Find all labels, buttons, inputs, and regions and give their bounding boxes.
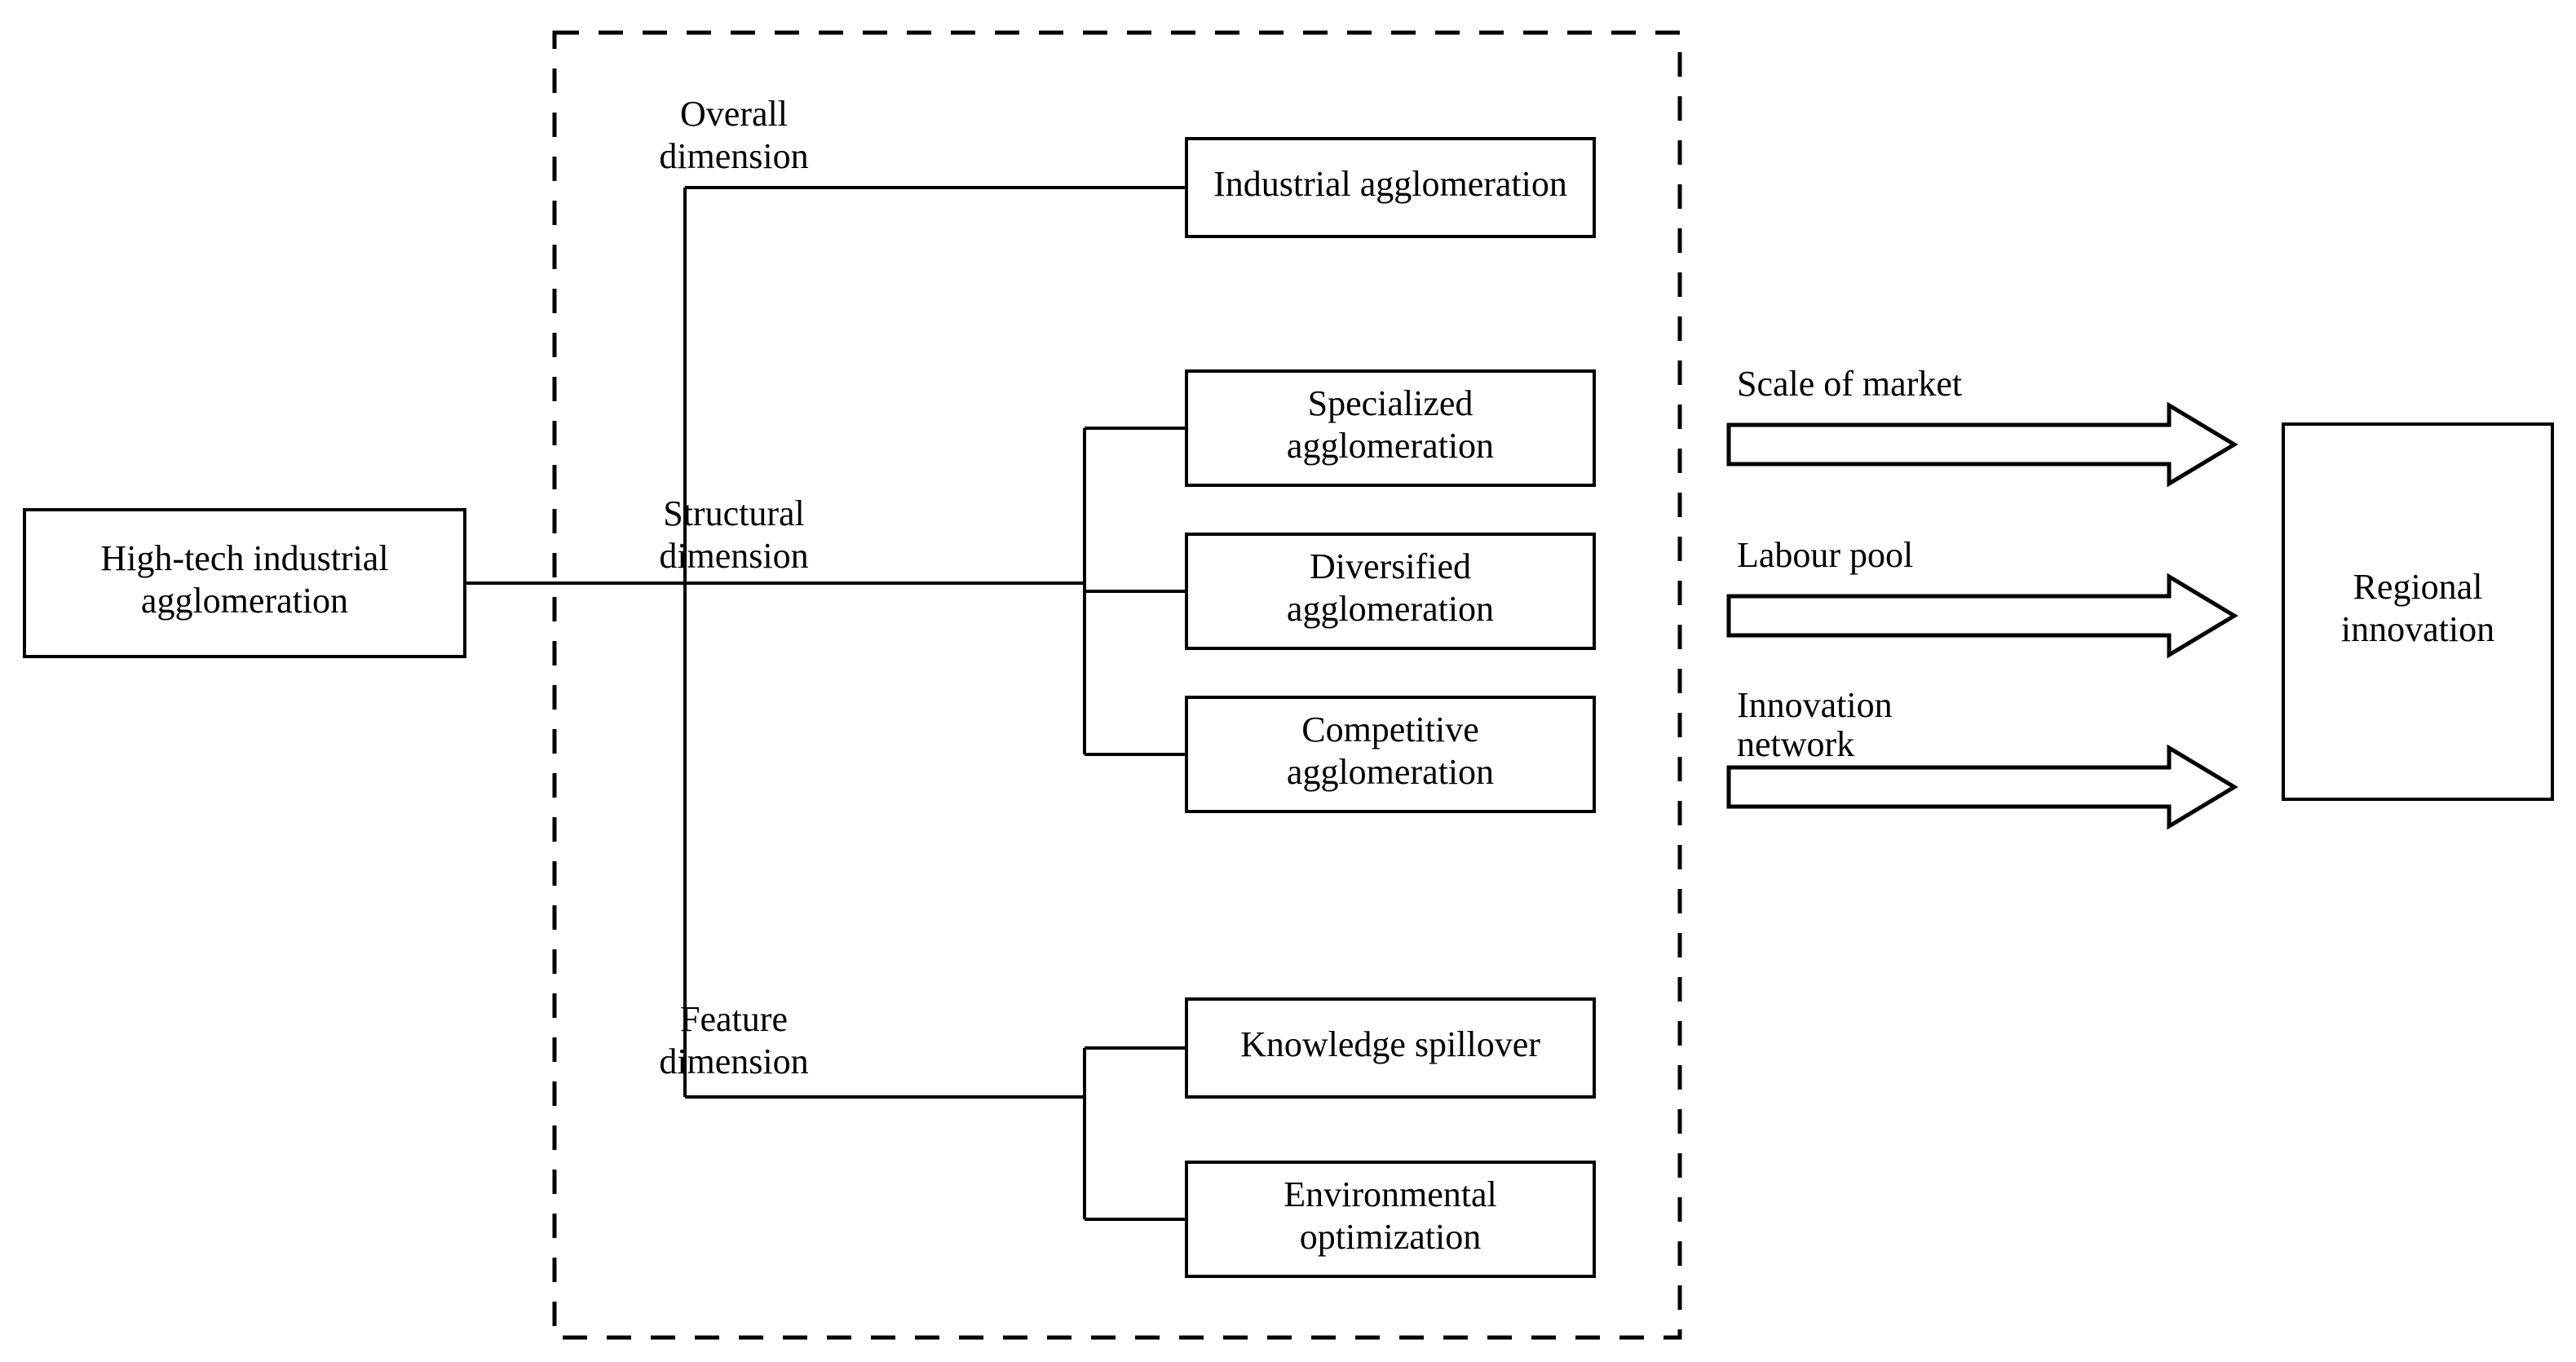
dimension-label-feature-1: Feature	[680, 999, 788, 1039]
output-box-line2: innovation	[2341, 609, 2494, 649]
arrow-innovation-label-1: Innovation	[1737, 685, 1893, 725]
leaf-environmental-l1: Environmental	[1284, 1174, 1497, 1214]
dimension-label-overall-1: Overall	[680, 94, 788, 134]
leaf-diversified-l1: Diversified	[1310, 546, 1471, 586]
output-box-line1: Regional	[2353, 567, 2483, 607]
source-box-line2: agglomeration	[141, 581, 348, 621]
dimension-label-feature-2: dimension	[659, 1041, 808, 1081]
dimension-label-structural-2: dimension	[659, 536, 808, 576]
leaf-specialized-l2: agglomeration	[1287, 426, 1494, 466]
leaf-competitive-l2: agglomeration	[1287, 752, 1494, 792]
arrow-labour-label: Labour pool	[1737, 535, 1913, 575]
arrow-innovation-label-2: network	[1737, 724, 1854, 764]
leaf-environmental-l2: optimization	[1300, 1217, 1481, 1257]
leaf-knowledge-text: Knowledge spillover	[1240, 1024, 1540, 1064]
arrow-scale	[1729, 405, 2234, 484]
arrow-scale-label: Scale of market	[1737, 364, 1962, 404]
arrow-labour	[1729, 577, 2234, 655]
leaf-competitive-l1: Competitive	[1301, 710, 1479, 750]
leaf-diversified-l2: agglomeration	[1287, 589, 1494, 629]
leaf-specialized-l1: Specialized	[1308, 383, 1474, 423]
source-box-line1: High-tech industrial	[100, 538, 388, 578]
leaf-industrial-text: Industrial agglomeration	[1213, 164, 1567, 204]
dimension-label-overall-2: dimension	[659, 136, 808, 176]
dashed-container	[555, 33, 1680, 1338]
